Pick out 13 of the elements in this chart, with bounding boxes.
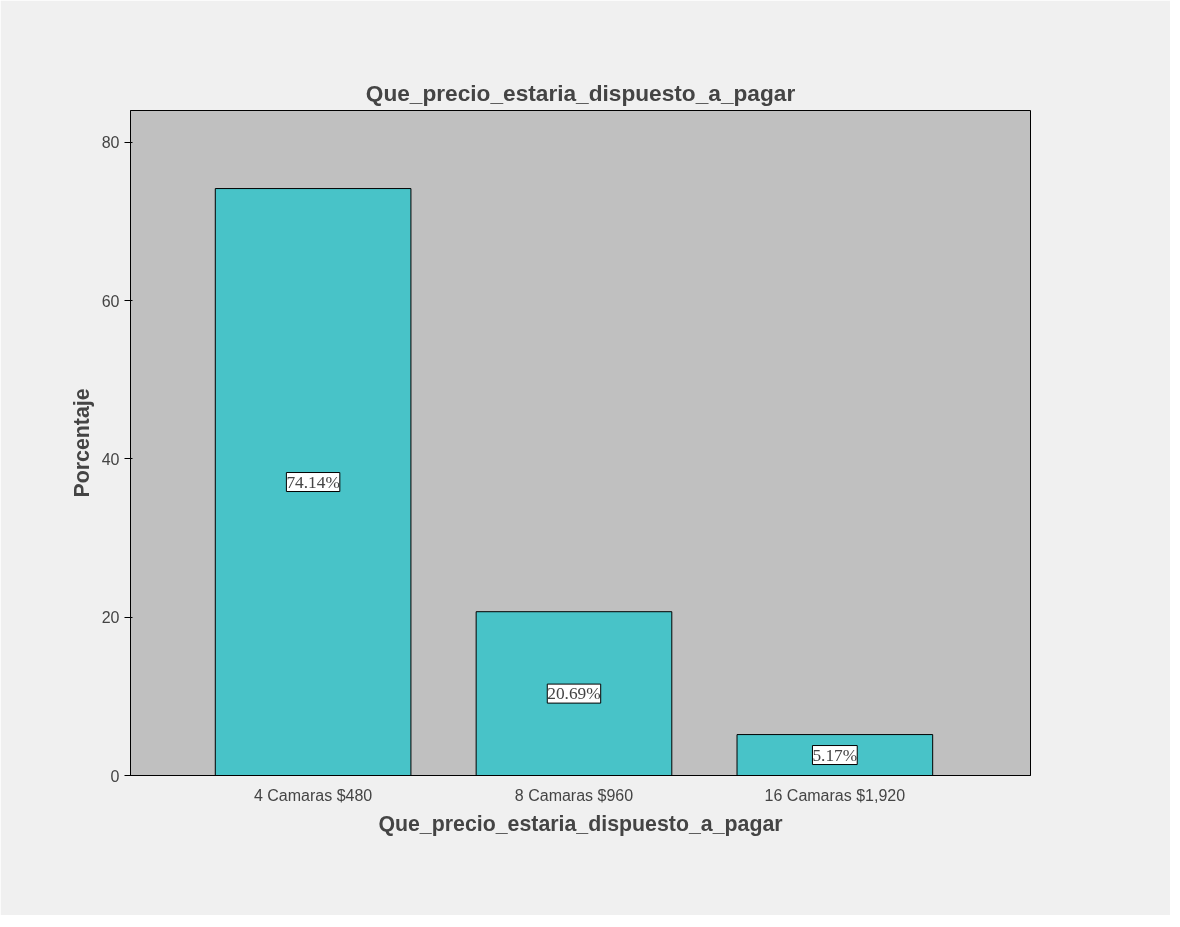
y-tick-label: 40	[101, 450, 120, 468]
y-tick-label: 80	[101, 134, 120, 152]
data-label: 20.69%	[547, 684, 601, 704]
y-axis-title: Porcentaje	[69, 388, 94, 498]
y-tick-label: 0	[110, 767, 120, 785]
data-label: 5.17%	[812, 745, 858, 765]
x-tick-label: 8 Camaras $960	[514, 786, 634, 804]
x-tick-label: 16 Camaras $1,920	[764, 786, 906, 804]
x-tick-label: 4 Camaras $480	[253, 786, 373, 804]
x-axis-title: Que_precio_estaria_dispuesto_a_pagar	[378, 811, 783, 836]
y-tick-label: 20	[101, 609, 120, 627]
chart-title: Que_precio_estaria_dispuesto_a_pagar	[365, 79, 796, 106]
y-tick-label: 60	[101, 292, 120, 310]
